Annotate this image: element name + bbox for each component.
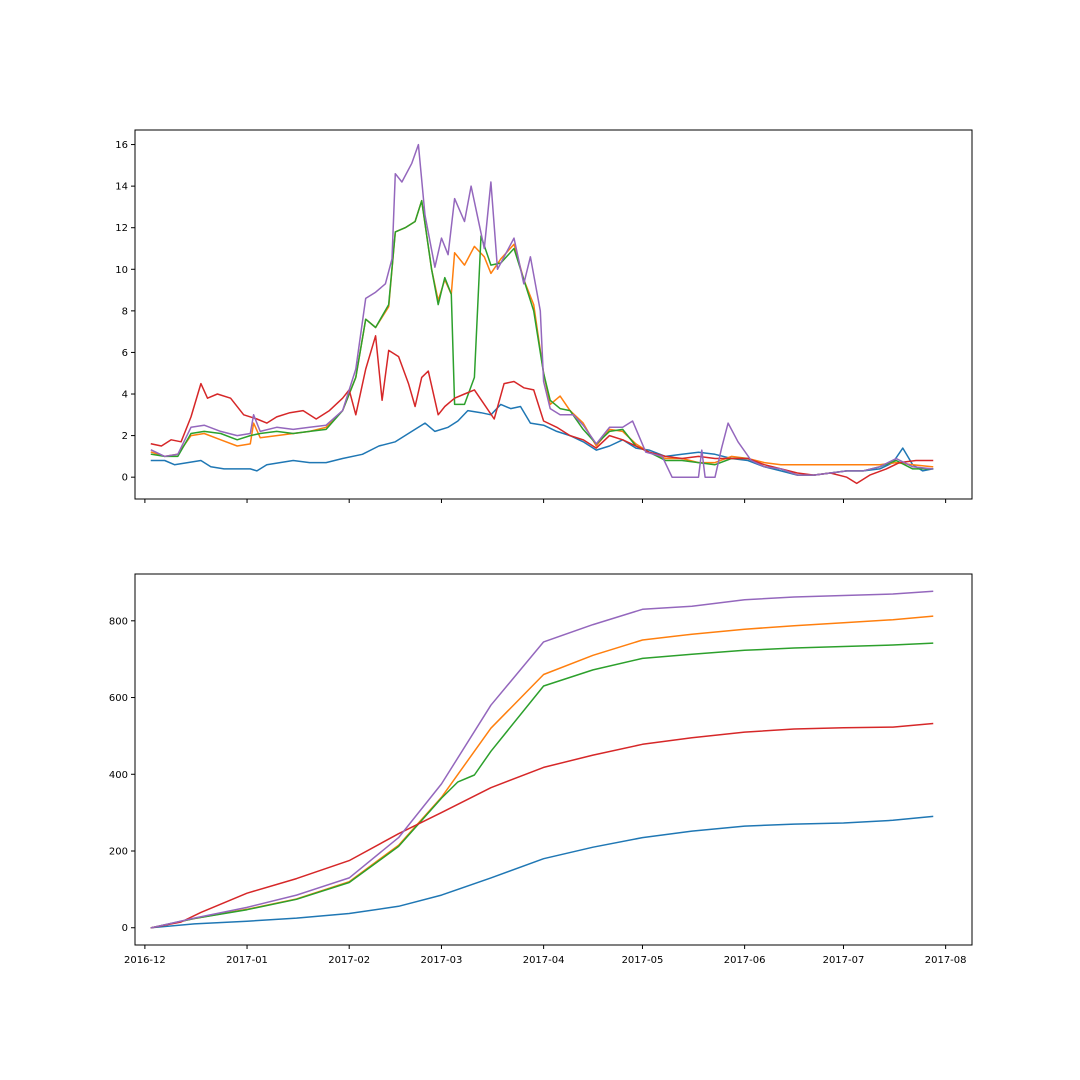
bottom-chart-x-tick-label: 2017-05 <box>622 955 664 966</box>
bottom-chart-frame <box>134 573 973 946</box>
bottom-chart-y-tick-label: 400 <box>109 770 128 781</box>
bottom-chart-series-3-line <box>150 642 934 929</box>
bottom-chart-panel: 0 200 400 600 800 2016-12 2017-01 2017-02 2017-… <box>109 573 973 966</box>
top-chart-lines <box>150 143 934 485</box>
bottom-chart-x-tick-label: 2017-08 <box>925 955 967 966</box>
bottom-chart-series-5-line <box>150 590 934 929</box>
top-chart-y-tick-label: 8 <box>122 306 128 317</box>
top-chart-y-tick-label: 0 <box>122 473 128 484</box>
bottom-chart-series-4-line <box>150 722 934 929</box>
bottom-chart-x-tick-label: 2017-07 <box>823 955 865 966</box>
bottom-chart-y-tick-label: 600 <box>109 693 128 704</box>
bottom-chart-x-tick-label: 2017-01 <box>226 955 268 966</box>
top-chart-x-axis <box>144 499 947 503</box>
top-chart-series-4-line <box>150 335 934 485</box>
bottom-chart-x-axis: 2016-12 2017-01 2017-02 2017-03 2017-04 2017-… <box>124 945 967 966</box>
top-chart-frame <box>134 129 973 500</box>
bottom-chart-series-1-line <box>150 815 934 929</box>
bottom-chart-y-tick-label: 200 <box>109 847 128 858</box>
bottom-chart-x-tick-label: 2017-02 <box>328 955 370 966</box>
top-chart-y-tick-label: 16 <box>115 140 128 151</box>
top-chart-panel: 0 2 4 6 8 10 12 14 16 <box>115 129 973 503</box>
bottom-chart-lines <box>150 590 934 929</box>
bottom-chart-x-tick-label: 2017-03 <box>421 955 463 966</box>
top-chart-y-tick-label: 12 <box>115 223 128 234</box>
top-chart-series-2-line <box>150 199 934 468</box>
top-chart-y-tick-label: 4 <box>122 390 128 401</box>
bottom-chart-x-tick-label: 2016-12 <box>124 955 166 966</box>
top-chart-y-axis: 0 2 4 6 8 10 12 14 16 <box>115 140 135 484</box>
bottom-chart-x-tick-label: 2017-04 <box>523 955 565 966</box>
bottom-chart-y-tick-label: 0 <box>122 923 128 934</box>
top-chart-y-tick-label: 2 <box>122 431 128 442</box>
top-chart-series-5-line <box>150 143 934 478</box>
bottom-chart-y-axis: 0 200 400 600 800 <box>109 616 135 934</box>
top-chart-y-tick-label: 14 <box>115 182 128 193</box>
bottom-chart-y-tick-label: 800 <box>109 616 128 627</box>
top-chart-y-tick-label: 10 <box>115 265 128 276</box>
top-chart-y-tick-label: 6 <box>122 348 128 359</box>
bottom-chart-x-tick-label: 2017-06 <box>724 955 766 966</box>
